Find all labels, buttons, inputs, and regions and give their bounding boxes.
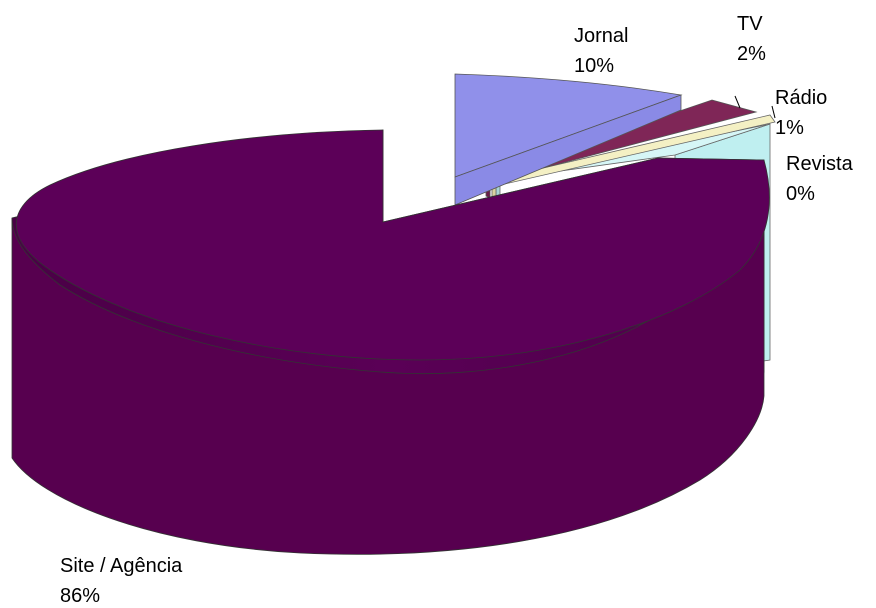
label-radio: Rádio 1% xyxy=(775,87,827,139)
label-site-agencia-name: Site / Agência xyxy=(60,555,183,577)
slice-jornal-side xyxy=(454,94,682,206)
label-tv-value: 2% xyxy=(737,43,766,65)
slice-site-agencia-top xyxy=(15,129,770,361)
label-radio-name: Rádio xyxy=(775,87,827,109)
label-tv-name: TV xyxy=(737,13,763,35)
leader-radio xyxy=(771,105,776,119)
label-jornal: Jornal 10% xyxy=(574,25,628,77)
slice-jornal-top xyxy=(454,73,683,178)
label-site-agencia-value: 86% xyxy=(60,585,100,607)
label-revista-value: 0% xyxy=(786,183,815,205)
slice-site-agencia xyxy=(11,129,770,555)
label-jornal-name: Jornal xyxy=(574,25,628,47)
label-revista: Revista 0% xyxy=(786,153,854,205)
slice-jornal xyxy=(454,73,683,206)
leader-tv xyxy=(734,95,741,109)
label-revista-name: Revista xyxy=(786,153,854,175)
label-tv: TV 2% xyxy=(737,13,766,65)
label-site-agencia: Site / Agência 86% xyxy=(60,555,183,607)
label-radio-value: 1% xyxy=(775,117,804,139)
label-jornal-value: 10% xyxy=(574,55,614,77)
